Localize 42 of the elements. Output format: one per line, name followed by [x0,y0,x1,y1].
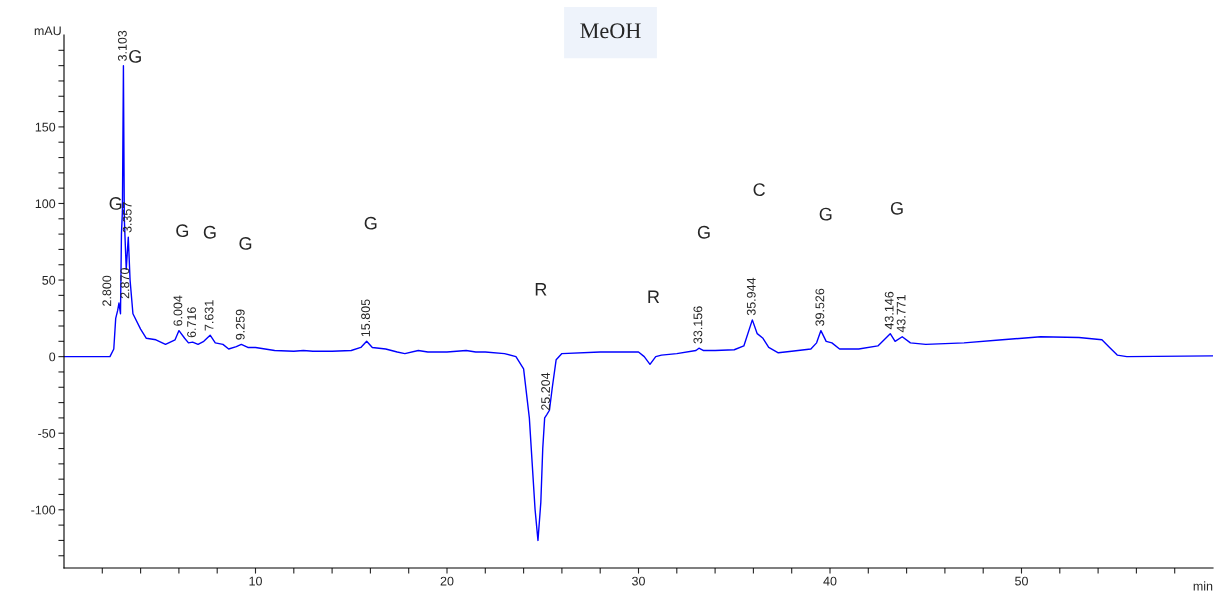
chart-title: MeOH [580,23,641,39]
x-tick-label: 30 [632,576,645,586]
y-tick-label: 100 [35,199,56,209]
annotation: G [697,225,710,239]
x-tick-label: 50 [1015,576,1028,586]
annotation: G [364,216,377,230]
line-series [64,64,1213,542]
annotation: C [753,183,765,197]
y-tick-label: -50 [38,429,56,438]
annotation: 6.004 [173,295,183,326]
x-axis-title: min [1193,581,1213,591]
y-axis-title: mAU [34,26,61,36]
y-tick-label: 150 [35,122,56,132]
annotation: 25.204 [541,372,551,411]
y-tick-label: 0 [49,352,56,362]
annotation: R [648,290,660,303]
annotation: R [535,283,547,296]
annotation: 3.357 [122,202,132,233]
annotation: 33.156 [693,306,703,344]
annotation: G [129,49,141,63]
annotation: 9.259 [235,309,245,340]
y-tick-label: 50 [42,275,56,285]
x-tick-label: 10 [249,576,262,586]
x-tick-label: 40 [823,576,837,586]
annotation: 39.526 [815,288,825,326]
annotation: 2.800 [102,275,112,306]
annotation: G [176,224,189,238]
annotation: 43.771 [896,294,906,333]
annotation: 3.103 [117,30,127,61]
y-tick-label: -100 [31,505,56,515]
annotation: 43.146 [884,291,894,330]
annotation: G [203,225,216,239]
annotation: 35.944 [746,277,756,316]
annotation: G [890,201,903,215]
annotation: 2.870 [120,268,130,299]
annotation: G [819,207,832,221]
annotation: G [239,237,252,250]
annotation: 6.716 [187,307,196,338]
x-tick-label: 20 [440,576,454,586]
annotation: 7.631 [204,300,214,331]
annotation: G [109,197,122,210]
annotation: 15.805 [361,299,371,337]
